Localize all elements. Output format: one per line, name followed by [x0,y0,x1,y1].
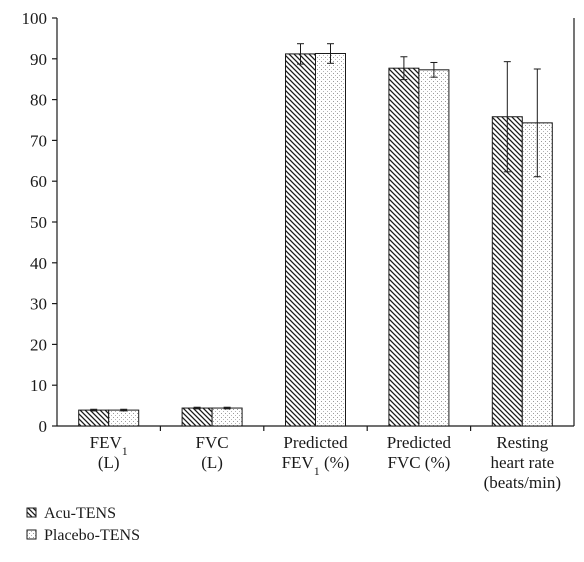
legend-swatch-placebo-tens [26,529,37,540]
category-label: FVC (%) [387,453,450,472]
legend-label: Acu-TENS [44,505,116,522]
bar-acu-tens [388,67,420,427]
legend-label: Placebo-TENS [44,527,140,544]
category-label: (L) [201,453,223,472]
category-label: heart rate [490,453,554,472]
plot-area: 0102030405060708090100FEV1(L)FVC(L)Predi… [22,9,575,492]
y-tick-label: 90 [30,50,47,69]
y-tick-label: 10 [30,376,47,395]
bar-placebo-tens [418,69,450,427]
y-tick-label: 30 [30,295,47,314]
y-tick-label: 20 [30,335,47,354]
y-tick-label: 0 [39,417,48,436]
category-label: Resting [496,433,548,452]
y-tick-label: 40 [30,254,47,273]
category-label: Predicted [283,433,348,452]
category-label: FVC [196,433,229,452]
category-label: FEV1 (%) [282,453,350,478]
y-tick-label: 100 [22,9,48,28]
legend: Acu-TENS Placebo-TENS [26,505,140,544]
bar-acu-tens [181,407,213,427]
bar-acu-tens [78,409,110,427]
category-label: FEV1 [90,433,128,458]
category-label: (beats/min) [484,473,561,492]
category-label: Predicted [387,433,452,452]
y-tick-label: 50 [30,213,47,232]
bar-placebo-tens [315,52,346,427]
legend-swatch-acu-tens [26,507,37,518]
category-label: (L) [98,453,120,472]
bar-placebo-tens [108,409,140,427]
y-tick-label: 60 [30,172,47,191]
y-tick-label: 80 [30,91,47,110]
bar-acu-tens [285,53,316,427]
bar-placebo-tens [211,407,243,427]
y-tick-label: 70 [30,131,47,150]
